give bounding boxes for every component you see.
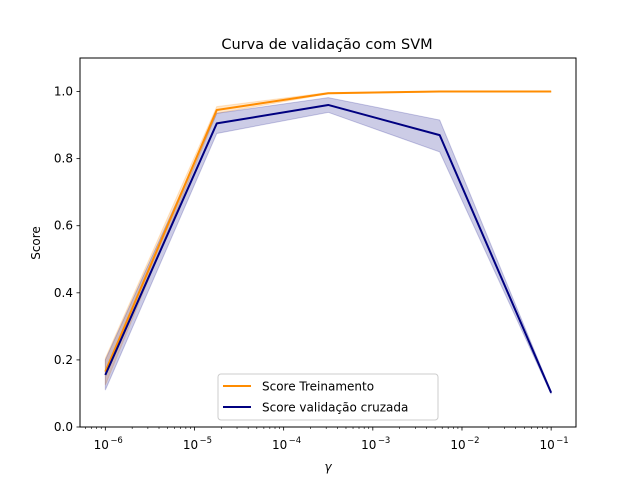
x-tick-label-3: 10 [361,438,376,452]
x-axis-label: γ [324,460,332,474]
x-tick-label-4: 10 [450,438,465,452]
y-tick-label-0: 0.0 [54,420,73,434]
plot-frame [79,57,577,428]
chart-title: Curva de validação com SVM [221,37,432,53]
legend: Score Treinamento Score validação cruzada [217,373,439,421]
y-tick-label-5: 1.0 [54,85,73,99]
y-tick-label-2: 0.4 [54,286,73,300]
x-tick-exponent-4: −2 [467,436,480,446]
y-axis-label: Score [29,226,43,260]
y-tick-label-3: 0.6 [54,219,73,233]
x-tick-label-0: 10 [94,438,109,452]
axes: 0.00.20.40.60.81.010 −6 10 −5 10 −4 10 −3 10 −2 10… [54,57,577,452]
series-lines [104,90,553,394]
y-tick-label-4: 0.8 [54,152,73,166]
band-series-1 [104,97,552,395]
legend-box [217,373,439,421]
x-tick-exponent-1: −5 [199,436,212,446]
x-tick-label-5: 10 [540,438,555,452]
legend-label-1: Score validação cruzada [262,401,408,415]
x-tick-label-1: 10 [183,438,198,452]
x-tick-label-2: 10 [272,438,287,452]
y-tick-label-1: 0.2 [54,353,73,367]
x-tick-exponent-5: −1 [556,436,569,446]
legend-label-0: Score Treinamento [262,380,374,394]
x-tick-exponent-0: −6 [110,436,123,446]
x-tick-exponent-2: −4 [289,436,302,446]
x-tick-exponent-3: −3 [378,436,391,446]
